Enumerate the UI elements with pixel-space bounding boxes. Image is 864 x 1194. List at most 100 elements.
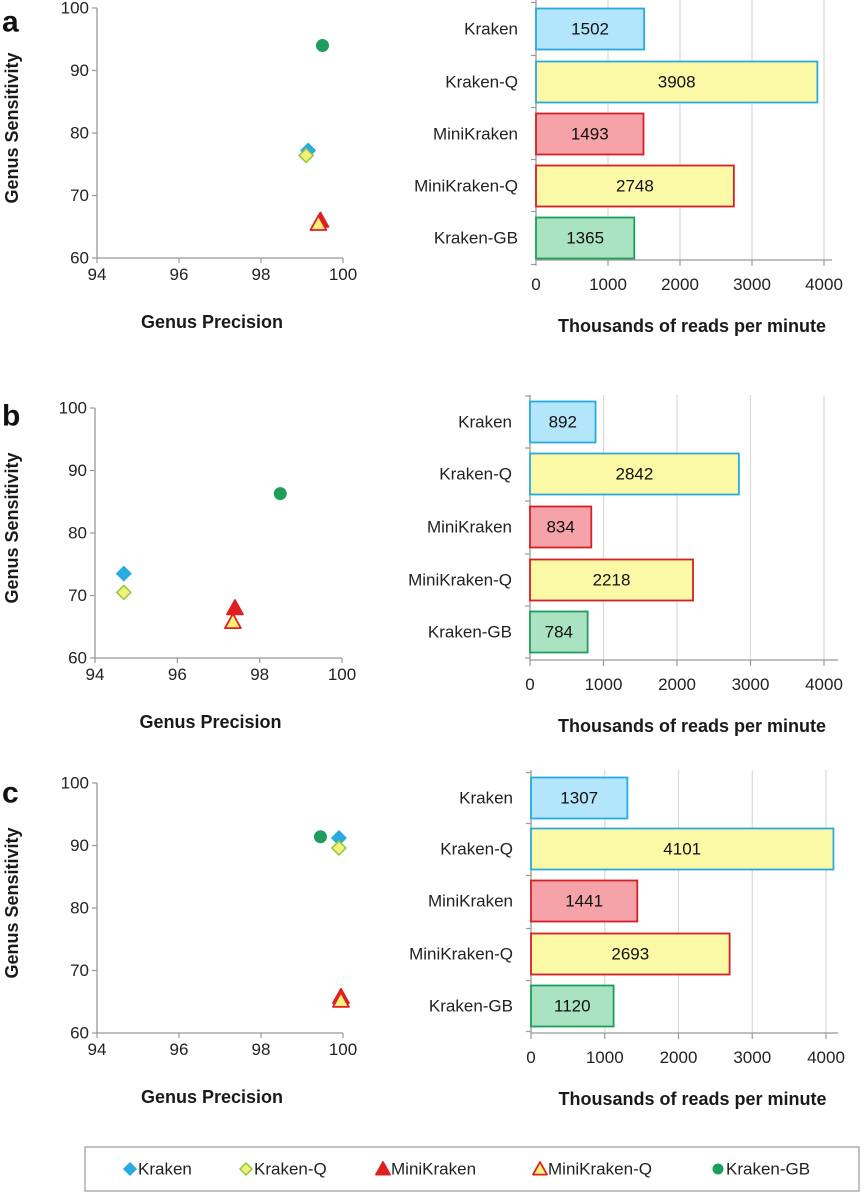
y-tick-label: 70 xyxy=(68,586,87,605)
bar-minikraken xyxy=(529,505,593,549)
y-tick-label: 100 xyxy=(61,774,89,793)
legend-marker-minikraken xyxy=(375,1161,391,1176)
x-tick-label: 4000 xyxy=(805,675,843,694)
point-kraken-q xyxy=(298,147,315,164)
bar-value-label: 892 xyxy=(549,413,577,432)
bar-kraken xyxy=(535,7,646,51)
bar-value-label: 1493 xyxy=(571,125,609,144)
x-tick-label: 98 xyxy=(250,665,269,684)
legend: Kraken Kraken-Q MiniKraken MiniKraken-Q Krak… xyxy=(84,1146,860,1192)
x-tick-label: 96 xyxy=(168,665,187,684)
bar-value-label: 1441 xyxy=(565,892,603,911)
scatter-plot-b: b 60 70 80 90 100 94 96 98 100 Genus Precision Genu… xyxy=(2,399,356,733)
x-tick-label: 1000 xyxy=(586,1048,624,1067)
panel-letter: a xyxy=(2,6,19,39)
bar-chart-c: 0 1000 2000 3000 4000 1307 Kraken 4101 Kraken-Q 1… xyxy=(409,770,845,1109)
bar-value-label: 4101 xyxy=(663,840,701,859)
point-kraken-q xyxy=(115,584,132,601)
category-label: MiniKraken-Q xyxy=(408,571,512,590)
bar-value-label: 2842 xyxy=(616,465,654,484)
category-label: Kraken-GB xyxy=(428,623,512,642)
category-label: MiniKraken xyxy=(433,125,518,144)
x-tick-label: 2000 xyxy=(660,1048,698,1067)
category-label: MiniKraken-Q xyxy=(414,177,518,196)
x-tick-label: 98 xyxy=(252,1040,271,1059)
category-label: Kraken xyxy=(464,20,518,39)
point-minikraken-q xyxy=(309,214,328,231)
x-tick-label: 100 xyxy=(329,1040,357,1059)
bar-chart-a: 0 1000 2000 3000 4000 1502 Kraken 3908 Kraken-Q 1… xyxy=(414,0,843,336)
scatter-plot-c: c 60 70 80 90 100 94 96 98 100 Genus Precision Genu… xyxy=(2,774,357,1108)
bar-kraken-gb xyxy=(535,216,636,260)
bar-value-label: 1502 xyxy=(571,20,609,39)
y-tick-label: 60 xyxy=(70,1024,89,1043)
x-axis-title: Genus Precision xyxy=(141,312,283,332)
x-tick-label: 1000 xyxy=(585,675,623,694)
y-tick-label: 80 xyxy=(68,524,87,543)
x-axis-title: Genus Precision xyxy=(139,712,281,732)
x-tick-label: 4000 xyxy=(807,1048,845,1067)
y-tick-label: 60 xyxy=(68,649,87,668)
x-tick-label: 3000 xyxy=(732,675,770,694)
x-axis-title: Thousands of reads per minute xyxy=(558,716,826,736)
x-tick-label: 100 xyxy=(329,265,357,284)
legend-marker-kraken xyxy=(122,1161,138,1177)
x-tick-label: 1000 xyxy=(589,275,627,294)
panel-letter: b xyxy=(2,400,20,433)
bar-value-label: 2218 xyxy=(593,571,631,590)
bar-minikraken xyxy=(535,112,645,156)
x-tick-label: 98 xyxy=(252,265,271,284)
y-axis-title: Genus Sensitivity xyxy=(2,827,22,978)
point-kraken-gb xyxy=(313,830,327,844)
bar-kraken xyxy=(530,776,629,820)
category-label: Kraken-Q xyxy=(439,465,512,484)
y-axis-title: Genus Sensitivity xyxy=(2,52,22,203)
bar-value-label: 784 xyxy=(545,623,573,642)
x-tick-label: 3000 xyxy=(733,275,771,294)
y-tick-label: 90 xyxy=(68,461,87,480)
x-tick-label: 4000 xyxy=(805,275,843,294)
y-tick-label: 100 xyxy=(61,0,89,18)
x-axis-title: Thousands of reads per minute xyxy=(558,1089,826,1109)
point-minikraken xyxy=(226,599,244,616)
y-tick-label: 80 xyxy=(70,124,89,143)
y-tick-label: 60 xyxy=(70,249,89,268)
point-kraken-gb xyxy=(316,39,329,52)
bar-kraken-q xyxy=(535,60,819,104)
x-axis-title: Genus Precision xyxy=(141,1087,283,1107)
category-label: Kraken xyxy=(458,413,512,432)
x-tick-label: 2000 xyxy=(658,675,696,694)
bar-kraken-gb xyxy=(529,610,589,654)
x-tick-label: 2000 xyxy=(661,275,699,294)
x-tick-label: 94 xyxy=(88,265,107,284)
x-tick-label: 0 xyxy=(525,675,534,694)
legend-label: Kraken-GB xyxy=(726,1160,810,1179)
legend-marker-kraken-q xyxy=(238,1161,254,1177)
legend-label: Kraken-Q xyxy=(254,1160,327,1179)
y-tick-label: 90 xyxy=(70,836,89,855)
category-label: MiniKraken-Q xyxy=(409,945,513,964)
x-tick-label: 0 xyxy=(526,1048,535,1067)
category-label: MiniKraken xyxy=(428,892,513,911)
bar-value-label: 2693 xyxy=(611,945,649,964)
x-tick-label: 94 xyxy=(86,665,105,684)
scatter-plot-a: a 60 70 80 90 100 94 96 98 100 Genus Precision Genu… xyxy=(2,0,357,332)
point-kraken-gb xyxy=(273,487,287,501)
category-label: Kraken xyxy=(459,789,513,808)
bar-value-label: 1120 xyxy=(554,997,591,1016)
category-label: Kraken-Q xyxy=(445,73,518,92)
y-tick-label: 70 xyxy=(70,961,89,980)
bar-value-label: 1365 xyxy=(566,229,604,248)
legend-box xyxy=(84,1146,860,1192)
bar-value-label: 2748 xyxy=(616,177,654,196)
bar-minikraken xyxy=(530,879,639,923)
bar-kraken-gb xyxy=(530,984,615,1028)
legend-label: Kraken xyxy=(138,1160,192,1179)
point-minikraken-q xyxy=(332,991,350,1008)
legend-marker-kraken-gb xyxy=(712,1163,724,1175)
bar-value-label: 3908 xyxy=(658,73,696,92)
bar-value-label: 834 xyxy=(546,518,574,537)
point-minikraken-q xyxy=(224,612,242,630)
category-label: Kraken-GB xyxy=(434,229,518,248)
